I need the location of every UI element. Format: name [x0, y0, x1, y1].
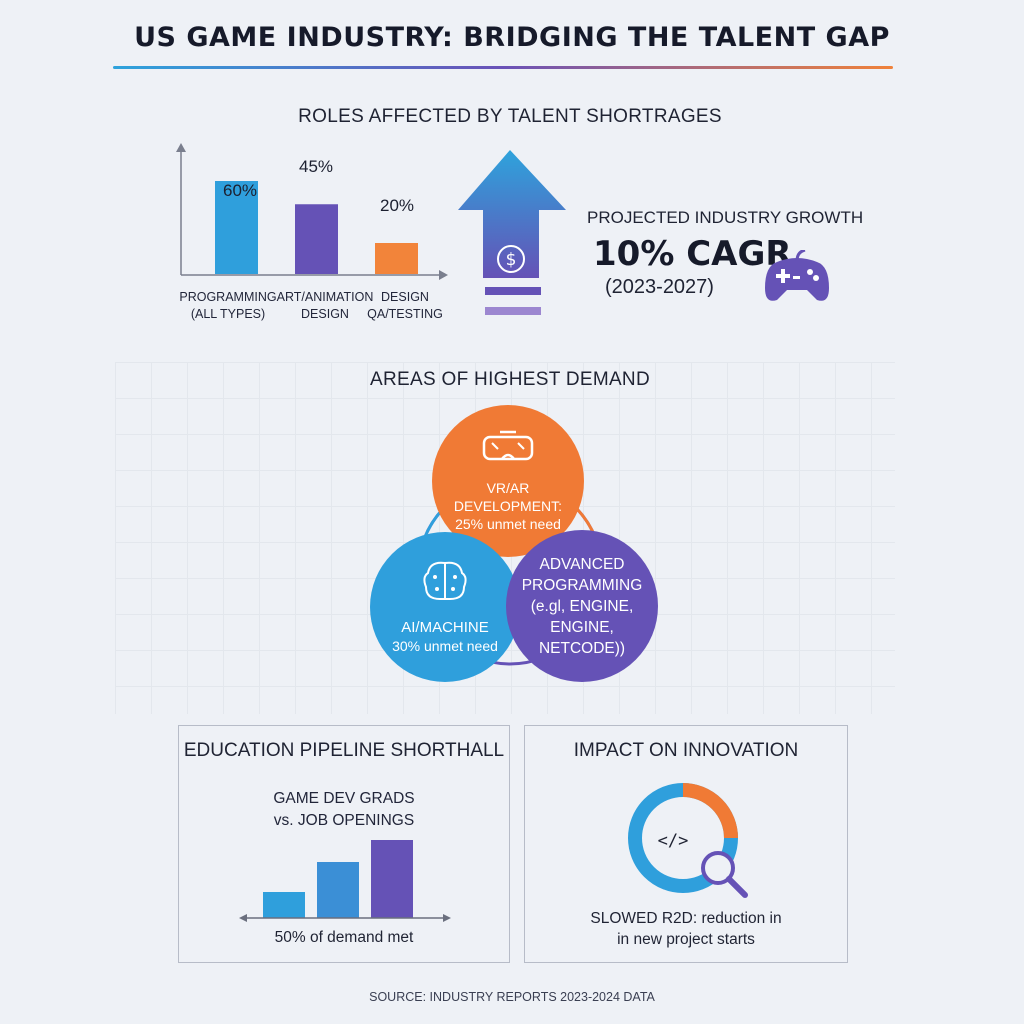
education-caption: 50% of demand met	[274, 929, 414, 946]
bar-label-line: PROGRAMMING	[179, 290, 277, 304]
innovation-caption-line1: SLOWED R2D: reduction in	[590, 910, 782, 927]
magnifier-icon	[701, 851, 748, 898]
bar-label-line: (ALL TYPES)	[190, 307, 266, 321]
bar-label-programming: PROGRAMMING (ALL TYPES)	[172, 289, 284, 323]
title-divider	[113, 66, 893, 69]
vr-ar-line1: VR/AR DEVELOPMENT:	[453, 480, 563, 514]
y-axis-arrow-icon	[176, 143, 186, 152]
grads-bar	[263, 892, 305, 918]
bar-programming	[215, 181, 258, 274]
openings-bar	[371, 840, 413, 918]
roles-heading: ROLES AFFECTED BY TALENT SHORTRAGES	[298, 106, 722, 127]
innovation-panel: IMPACT ON INNOVATION </> SLOWED R2D: red…	[524, 725, 848, 963]
bar-label-design: DESIGN QA/TESTING	[360, 289, 450, 323]
growth-value: 10% CAGR	[593, 234, 792, 274]
bar-art	[295, 204, 338, 274]
innovation-title: IMPACT ON INNOVATION	[573, 740, 799, 761]
advanced-line5: NETCODE))	[538, 639, 626, 657]
bar-label-art: ART/ANIMATION DESIGN	[266, 289, 384, 323]
vr-headset-icon	[482, 430, 534, 461]
ai-machine-line1: AI/MACHINE	[401, 619, 489, 636]
education-sub-line1: GAME DEV GRADS	[273, 790, 415, 807]
education-bar-chart	[239, 840, 451, 922]
area-vr-ar: VR/AR DEVELOPMENT: 25% unmet need	[432, 405, 584, 557]
ai-machine-line2: 30% unmet need	[392, 638, 498, 654]
svg-text:$: $	[506, 250, 517, 270]
advanced-line3: (e.gl, ENGINE,	[530, 597, 634, 615]
growth-years: (2023-2027)	[605, 276, 714, 298]
dollar-up-arrow-icon: $	[458, 150, 566, 315]
bar-label-line: QA/TESTING	[367, 307, 443, 321]
axis-left-arrow-icon	[239, 914, 247, 922]
vr-ar-line2: 25% unmet need	[455, 516, 561, 532]
code-glyph: </>	[658, 831, 689, 851]
bar-label-line: DESIGN	[381, 290, 429, 304]
axis-right-arrow-icon	[443, 914, 451, 922]
education-sub-line2: vs. JOB OPENINGS	[273, 812, 415, 829]
bar-value-art: 45%	[298, 157, 334, 176]
mid-bar	[317, 862, 359, 918]
advanced-line1: ADVANCED	[539, 555, 625, 573]
bar-label-line: DESIGN	[301, 307, 349, 321]
brain-icon	[423, 561, 467, 600]
education-title: EDUCATION PIPELINE SHORTHALL	[183, 740, 505, 761]
roles-bar-chart	[176, 143, 448, 280]
bar-value-design: 20%	[379, 196, 415, 215]
bar-label-line: ART/ANIMATION	[276, 290, 374, 304]
demand-heading: AREAS OF HIGHEST DEMAND	[370, 369, 650, 390]
advanced-line4: ENGINE,	[550, 618, 614, 636]
innovation-donut: </>	[628, 783, 748, 898]
area-ai-machine: AI/MACHINE 30% unmet need	[370, 532, 520, 682]
x-axis-arrow-icon	[439, 270, 448, 280]
gamepad-icon	[765, 250, 829, 301]
source-note: SOURCE: INDUSTRY REPORTS 2023-2024 DATA	[369, 990, 655, 1004]
page-title: US GAME INDUSTRY: BRIDGING THE TALENT GA…	[134, 22, 890, 53]
advanced-line2: PROGRAMMING	[521, 576, 643, 594]
innovation-caption-line2: in new project starts	[617, 931, 755, 948]
education-panel: EDUCATION PIPELINE SHORTHALL GAME DEV GR…	[178, 725, 510, 963]
bar-value-programming: 60%	[222, 181, 258, 200]
area-advanced-programming: ADVANCED PROGRAMMING (e.gl, ENGINE, ENGI…	[506, 530, 658, 682]
growth-label: PROJECTED INDUSTRY GROWTH	[587, 208, 864, 227]
bar-design	[375, 243, 418, 274]
